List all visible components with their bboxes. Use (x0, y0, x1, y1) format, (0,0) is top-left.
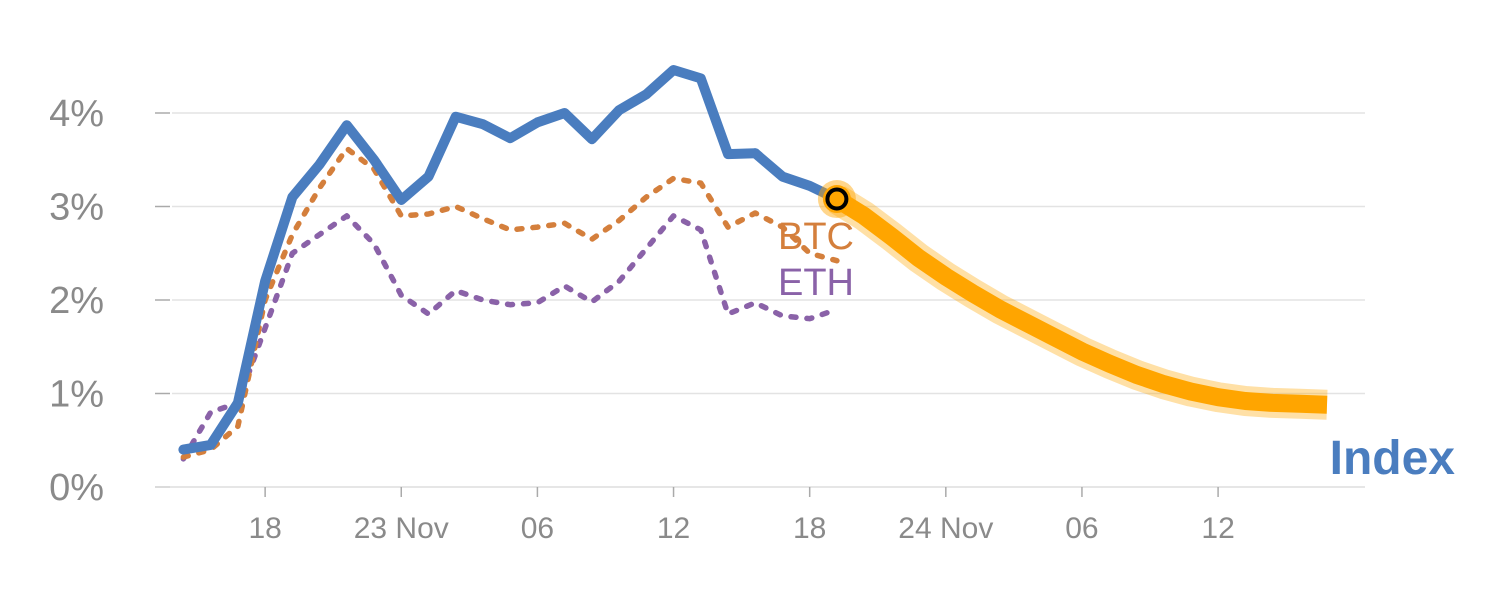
forecast-band-halo (828, 186, 1328, 420)
y-tick-label: 1% (49, 374, 104, 416)
x-tick-label: 18 (793, 512, 826, 545)
current-marker (825, 187, 849, 211)
btc-line (180, 145, 840, 460)
series-group (178, 65, 1328, 462)
x-tick-label: 18 (248, 512, 281, 545)
index-label: Index (1330, 432, 1456, 485)
gridlines (172, 112, 1365, 395)
x-tick-label: 23 Nov (354, 512, 449, 545)
y-axis: 0% 1% 2% 3% 4% (49, 93, 170, 509)
eth-line (180, 213, 840, 462)
y-tick-label: 3% (49, 187, 104, 229)
index-line (178, 65, 761, 455)
x-tick-label: 12 (1201, 512, 1234, 545)
index-line-recent (750, 148, 842, 204)
x-tick-label: 12 (657, 512, 690, 545)
y-tick-label: 0% (49, 467, 104, 509)
eth-label: ETH (778, 262, 854, 304)
x-tick-label: 24 Nov (898, 512, 993, 545)
y-tick-label: 4% (49, 93, 104, 135)
x-tick-label: 06 (1065, 512, 1098, 545)
series-labels: BTC ETH Index (778, 216, 1455, 485)
y-tick-label: 2% (49, 280, 104, 322)
forecast-line (832, 191, 1328, 414)
x-axis: 18 23 Nov 06 12 18 24 Nov 06 12 (155, 486, 1365, 545)
btc-label: BTC (778, 216, 854, 258)
x-tick-label: 06 (521, 512, 554, 545)
